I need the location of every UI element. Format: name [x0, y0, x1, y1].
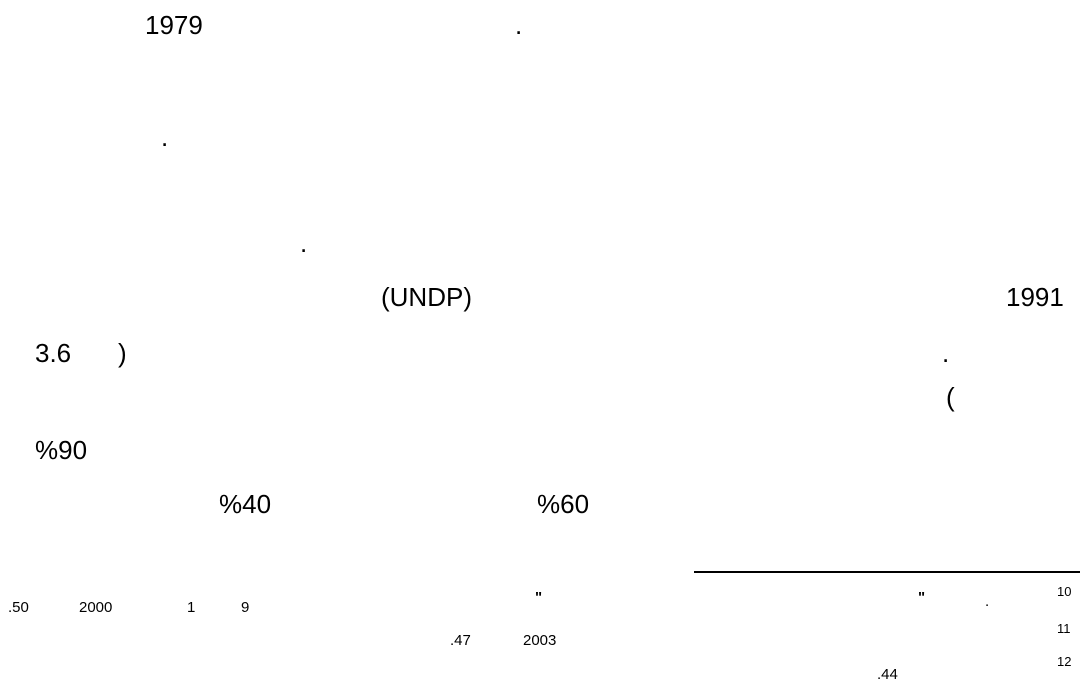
body-year-1979: 1979 [145, 10, 203, 40]
footnote-year: 2003 [523, 632, 557, 649]
footnote-period: . [985, 593, 990, 610]
footnote-page: .44 [877, 666, 898, 683]
body-undp-abbreviation: (UNDP) [381, 282, 472, 312]
footnote-number-10: 10 [1057, 584, 1072, 599]
footnote-page: .47 [450, 632, 471, 649]
footnote-day: 9 [241, 599, 250, 616]
footnote-quote-mark: " [918, 589, 926, 606]
body-percent-40: %40 [219, 489, 272, 519]
footnote-quote-mark: " [535, 589, 543, 606]
body-paren-open: ( [946, 382, 955, 412]
body-percent-60: %60 [537, 489, 590, 519]
body-percent-90: %90 [35, 435, 88, 465]
body-period: . [515, 10, 523, 40]
body-year-1991: 1991 [1006, 282, 1064, 312]
footnote-month: 1 [187, 599, 196, 616]
footnote-page: .50 [8, 599, 29, 616]
body-period: . [942, 338, 950, 368]
footnote-number-12: 12 [1057, 654, 1072, 669]
footnote-number-11: 11 [1057, 621, 1071, 636]
body-value: 3.6 [35, 338, 72, 368]
body-paren-close: ) [118, 338, 127, 368]
footnote-separator [694, 571, 1080, 573]
body-period: . [161, 122, 169, 152]
body-period: . [300, 228, 308, 258]
footnote-year: 2000 [79, 599, 113, 616]
